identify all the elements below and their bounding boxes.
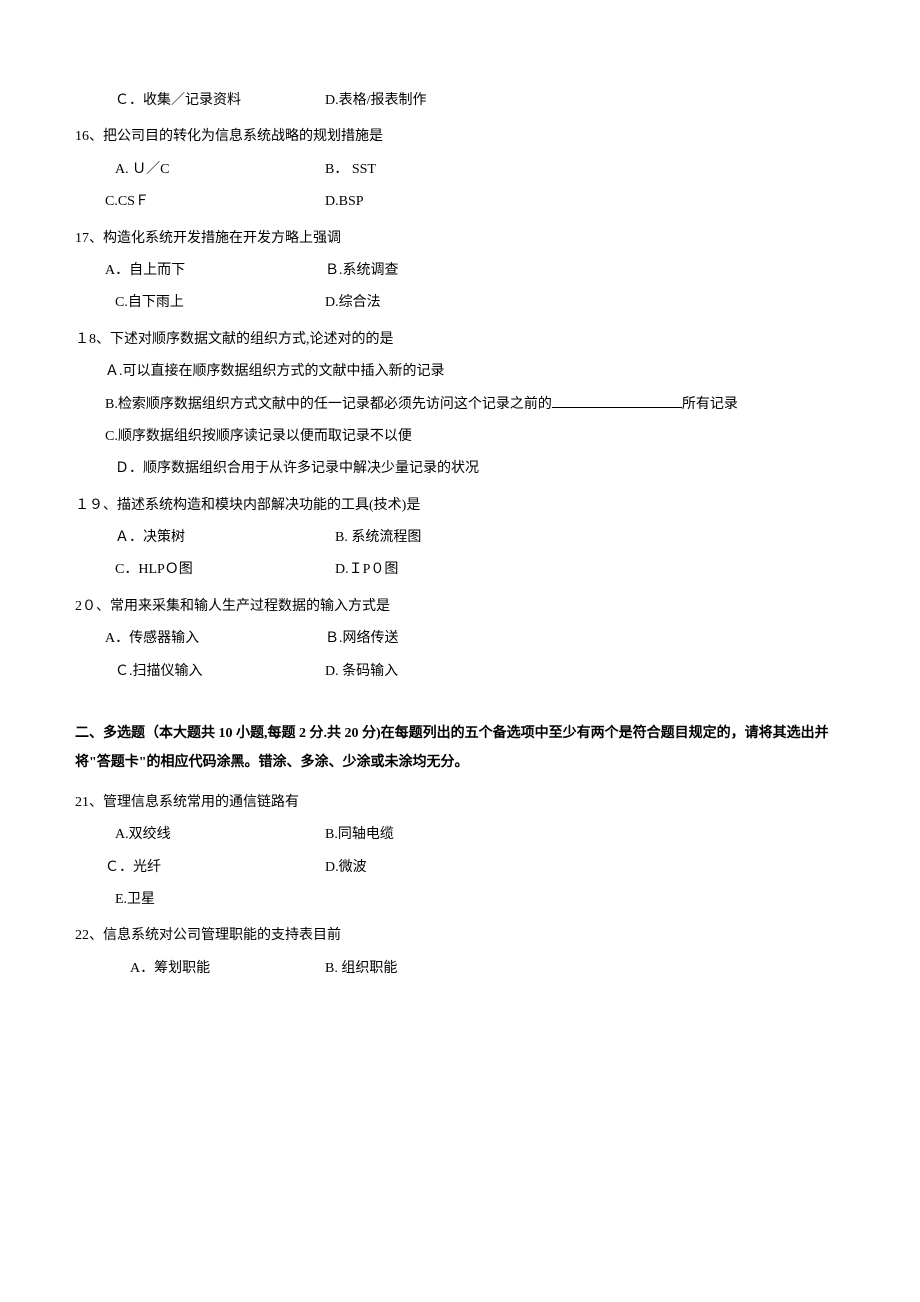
option-a: A. Ｕ／C — [115, 159, 325, 181]
question-21: 21、管理信息系统常用的通信链路有 A.双绞线 B.同轴电缆 Ｃ．光纤 D.微波… — [75, 792, 845, 912]
option-c: C.自下雨上 — [115, 292, 325, 314]
question-text: 17、构造化系统开发措施在开发方略上强调 — [75, 228, 845, 250]
option-a: A.双绞线 — [115, 824, 325, 846]
option-b: B.同轴电缆 — [325, 824, 535, 846]
section-2-heading: 二、多选题（本大题共 10 小题,每题 2 分.共 20 分)在每题列出的五个备… — [75, 719, 845, 778]
option-row: Ｃ．光纤 D.微波 — [75, 857, 845, 879]
option-c: Ｃ.扫描仪输入 — [115, 661, 325, 683]
option-d: D.综合法 — [325, 292, 535, 314]
option-d: D.微波 — [325, 857, 535, 879]
option-d: D.BSP — [325, 191, 535, 213]
option-row: A．自上而下 Ｂ.系统调查 — [75, 260, 845, 282]
option-row: Ａ．决策树 B. 系统流程图 — [75, 527, 845, 549]
option-a: A．传感器输入 — [105, 628, 325, 650]
question-19: １９、描述系统构造和模块内部解决功能的工具(技术)是 Ａ．决策树 B. 系统流程… — [75, 495, 845, 582]
option-d: D. 条码输入 — [325, 661, 535, 683]
question-text: 21、管理信息系统常用的通信链路有 — [75, 792, 845, 814]
question-text: １8、下述对顺序数据文献的组织方式,论述对的的是 — [75, 329, 845, 351]
option-a: A．自上而下 — [105, 260, 325, 282]
option-d: D.表格/报表制作 — [325, 90, 535, 112]
question-16: 16、把公司目的转化为信息系统战略的规划措施是 A. Ｕ／C B． SST C.… — [75, 126, 845, 213]
question-text: 16、把公司目的转化为信息系统战略的规划措施是 — [75, 126, 845, 148]
option-c: C．HLPＯ图 — [115, 559, 335, 581]
question-text: 2０、常用来采集和输人生产过程数据的输入方式是 — [75, 596, 845, 618]
option-row: C．HLPＯ图 D.ＩP０图 — [75, 559, 845, 581]
blank-underline — [552, 394, 682, 408]
option-d: Ｄ．顺序数据组织合用于从许多记录中解决少量记录的状况 — [75, 458, 845, 480]
question-text: 22、信息系统对公司管理职能的支持表目前 — [75, 925, 845, 947]
question-20: 2０、常用来采集和输人生产过程数据的输入方式是 A．传感器输入 Ｂ.网络传送 Ｃ… — [75, 596, 845, 683]
option-b: B． SST — [325, 159, 535, 181]
question-18: １8、下述对顺序数据文献的组织方式,论述对的的是 Ａ.可以直接在顺序数据组织方式… — [75, 329, 845, 481]
option-row: Ｃ.扫描仪输入 D. 条码输入 — [75, 661, 845, 683]
option-a: A．筹划职能 — [130, 958, 325, 980]
option-c: C.顺序数据组织按顺序读记录以便而取记录不以便 — [75, 426, 845, 448]
option-c: C.CSＦ — [105, 191, 325, 213]
option-row: A．筹划职能 B. 组织职能 — [75, 958, 845, 980]
question-17: 17、构造化系统开发措施在开发方略上强调 A．自上而下 Ｂ.系统调查 C.自下雨… — [75, 228, 845, 315]
option-b-prefix: B.检索顺序数据组织方式文献中的任一记录都必须先访问这个记录之前的 — [105, 397, 552, 412]
option-row: A.双绞线 B.同轴电缆 — [75, 824, 845, 846]
option-row: A．传感器输入 Ｂ.网络传送 — [75, 628, 845, 650]
option-c: Ｃ．收集／记录资料 — [115, 90, 325, 112]
option-row: A. Ｕ／C B． SST — [75, 159, 845, 181]
option-a: Ａ．决策树 — [115, 527, 335, 549]
option-d: D.ＩP０图 — [335, 559, 545, 581]
option-b: Ｂ.网络传送 — [325, 628, 535, 650]
option-a: Ａ.可以直接在顺序数据组织方式的文献中插入新的记录 — [75, 361, 845, 383]
question-22: 22、信息系统对公司管理职能的支持表目前 A．筹划职能 B. 组织职能 — [75, 925, 845, 980]
option-b: B. 系统流程图 — [335, 527, 545, 549]
option-e: E.卫星 — [115, 889, 325, 911]
option-row: C.CSＦ D.BSP — [75, 191, 845, 213]
option-row: Ｃ．收集／记录资料 D.表格/报表制作 — [75, 90, 845, 112]
question-text: １９、描述系统构造和模块内部解决功能的工具(技术)是 — [75, 495, 845, 517]
option-row: C.自下雨上 D.综合法 — [75, 292, 845, 314]
option-row: E.卫星 — [75, 889, 845, 911]
option-c: Ｃ．光纤 — [105, 857, 325, 879]
option-b-suffix: 所有记录 — [682, 397, 738, 412]
option-b: B.检索顺序数据组织方式文献中的任一记录都必须先访问这个记录之前的 所有记录 — [75, 394, 845, 416]
option-b: B. 组织职能 — [325, 958, 535, 980]
option-b: Ｂ.系统调查 — [325, 260, 535, 282]
question-15-partial: Ｃ．收集／记录资料 D.表格/报表制作 — [75, 90, 845, 112]
